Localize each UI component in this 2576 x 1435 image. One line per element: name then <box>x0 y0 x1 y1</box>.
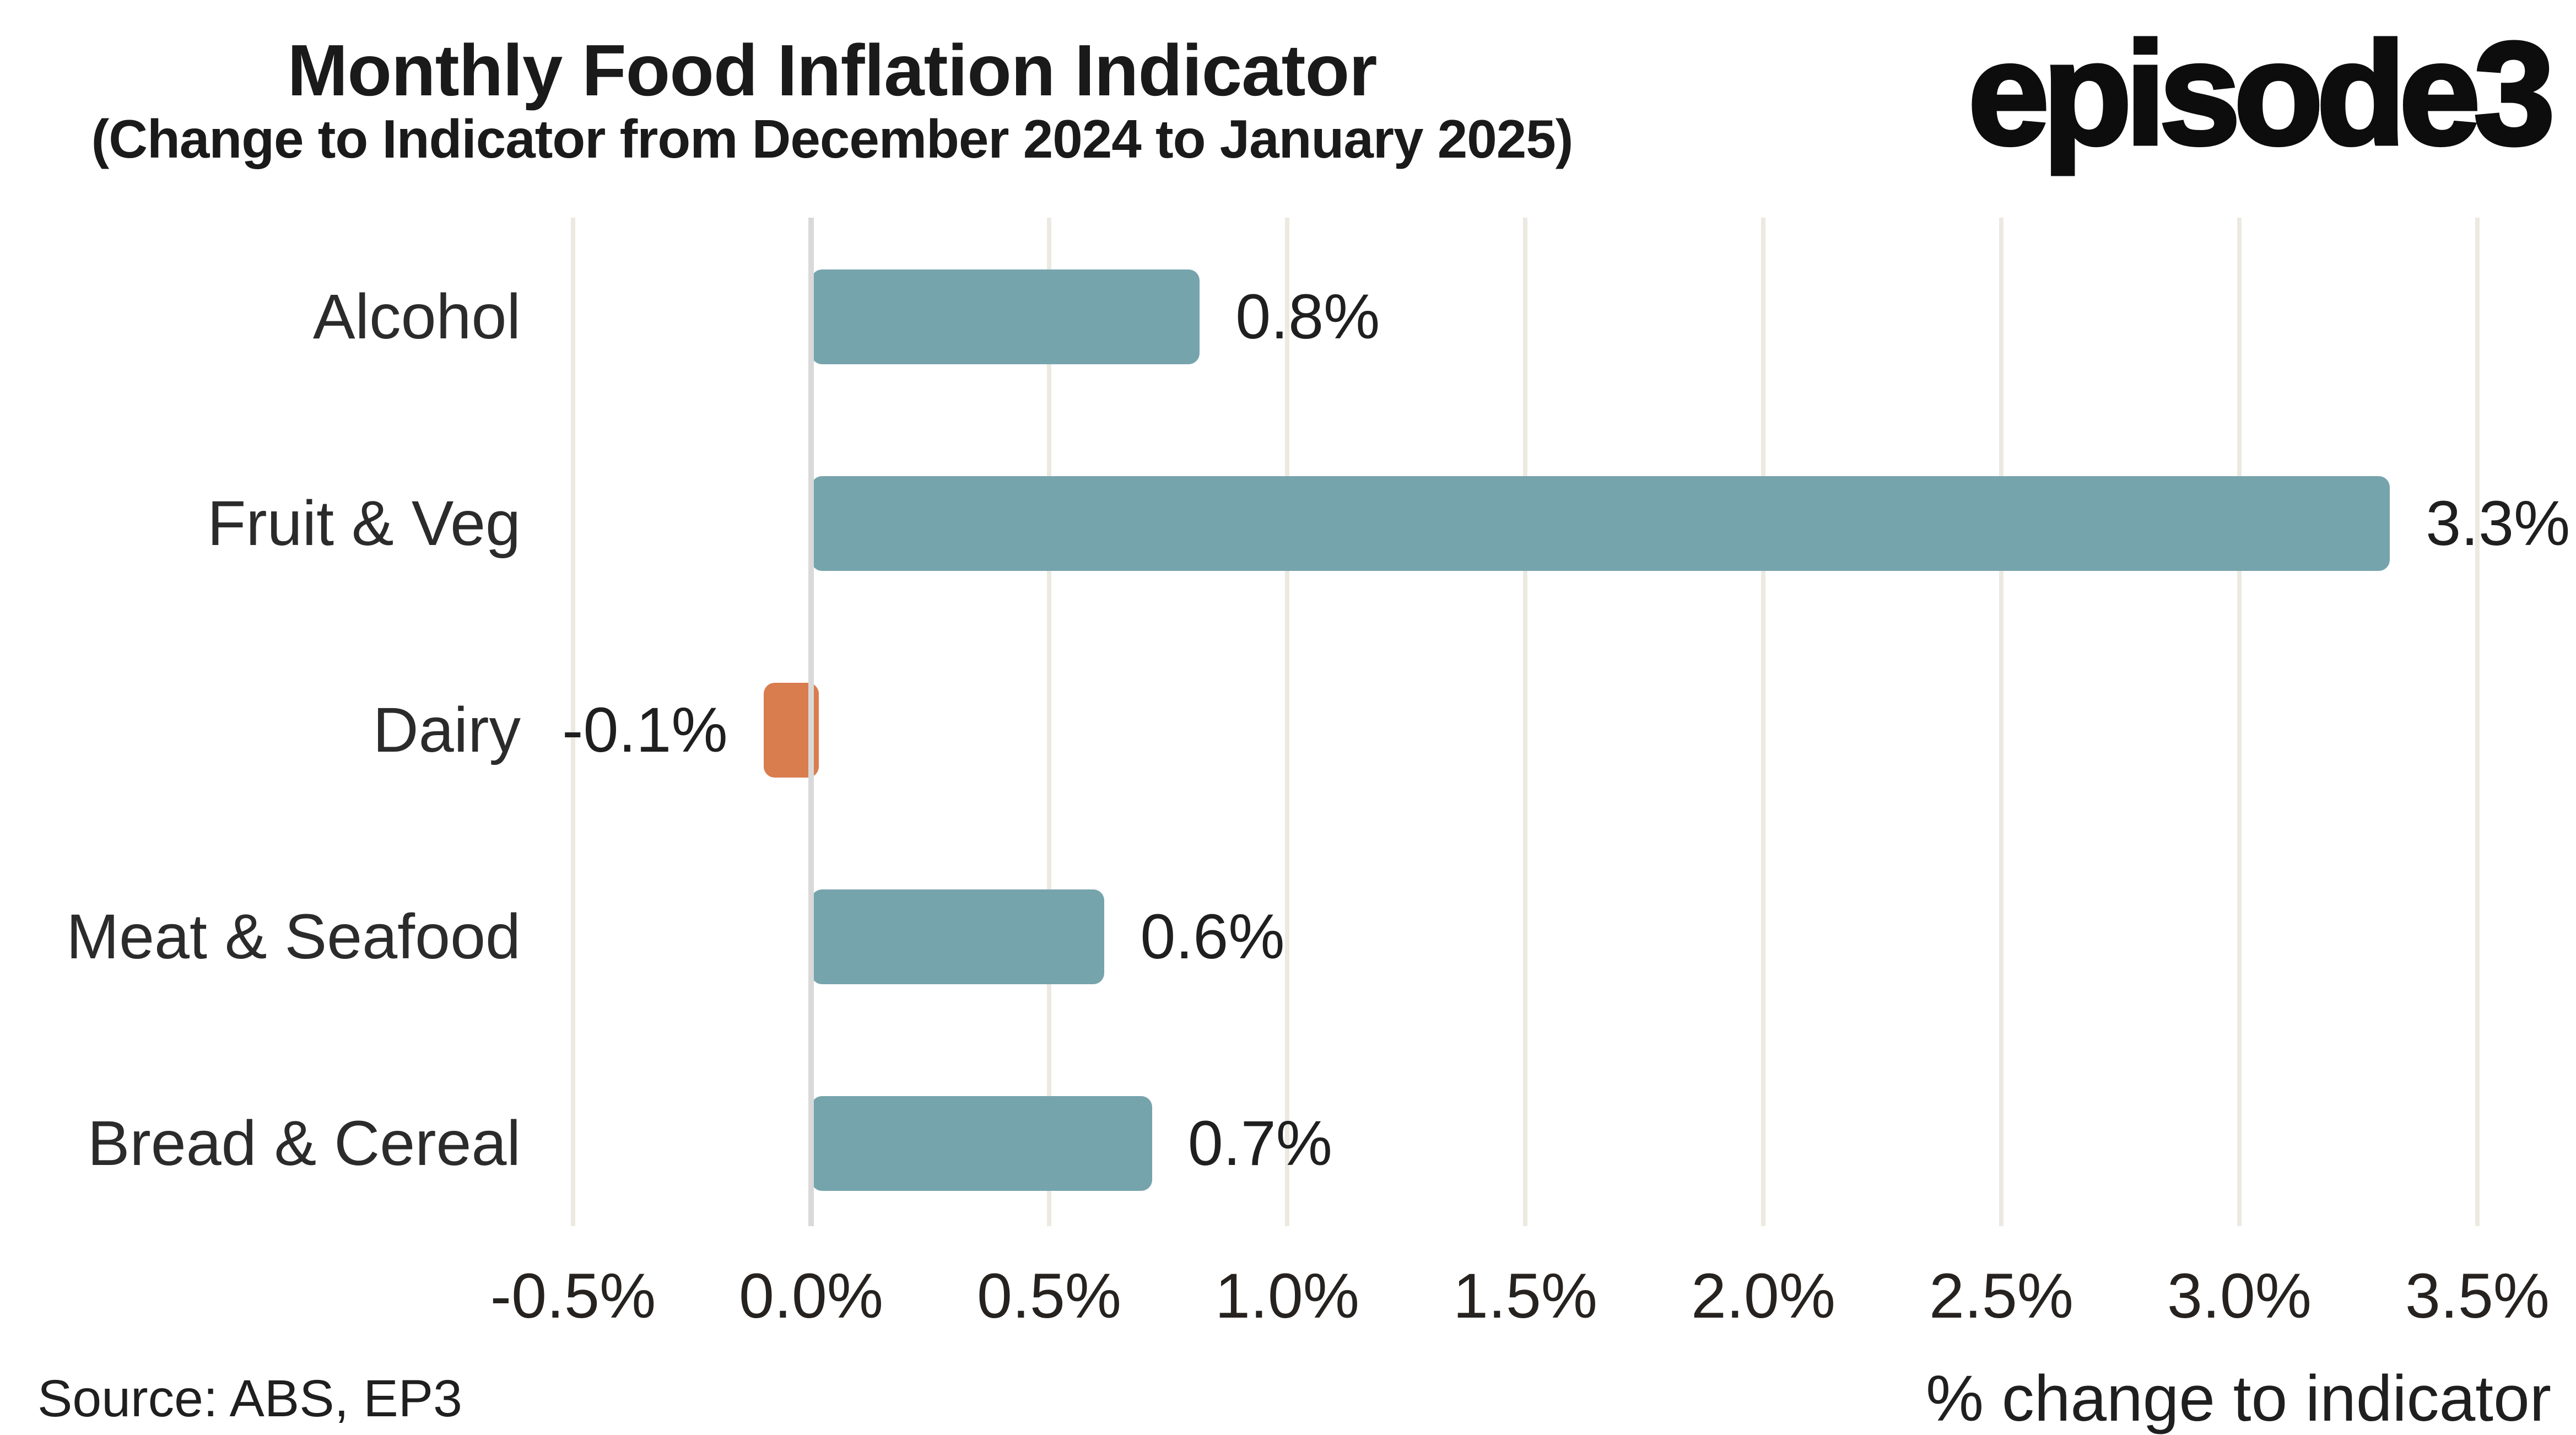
gridline-0.5% <box>1047 218 1051 1226</box>
value-label-dairy: -0.1% <box>562 695 728 765</box>
category-label-dairy: Dairy <box>372 695 521 765</box>
x-tick-2.0%: 2.0% <box>1691 1261 1836 1331</box>
source-note: Source: ABS, EP3 <box>37 1369 462 1428</box>
bar-alcohol <box>811 269 1200 364</box>
x-tick--0.5%: -0.5% <box>490 1261 656 1331</box>
gridline-2.0% <box>1761 218 1765 1226</box>
category-label-bread-cereal: Bread & Cereal <box>87 1108 521 1179</box>
x-tick-1.0%: 1.0% <box>1214 1261 1360 1331</box>
value-label-fruit-veg: 3.3% <box>2426 488 2570 559</box>
bar-meat-seafood <box>811 889 1105 984</box>
x-tick-3.0%: 3.0% <box>2167 1261 2312 1331</box>
gridline--0.5% <box>571 218 575 1226</box>
brand-logo: episode3 <box>1966 12 2557 175</box>
value-label-alcohol: 0.8% <box>1235 282 1380 352</box>
gridline-3.0% <box>2237 218 2242 1226</box>
x-tick-3.5%: 3.5% <box>2405 1261 2550 1331</box>
gridline-1.0% <box>1285 218 1289 1226</box>
category-label-meat-seafood: Meat & Seafood <box>66 902 521 972</box>
value-label-bread-cereal: 0.7% <box>1187 1108 1332 1179</box>
x-tick-0.0%: 0.0% <box>738 1261 884 1331</box>
category-label-alcohol: Alcohol <box>312 282 521 352</box>
zero-axis-line <box>808 218 814 1226</box>
gridline-2.5% <box>1999 218 2003 1226</box>
x-tick-1.5%: 1.5% <box>1452 1261 1598 1331</box>
bar-fruit-veg <box>811 476 2390 571</box>
gridline-1.5% <box>1523 218 1527 1226</box>
chart-subtitle: (Change to Indicator from December 2024 … <box>91 109 1574 169</box>
bar-bread-cereal <box>811 1096 1152 1191</box>
category-label-fruit-veg: Fruit & Veg <box>207 488 521 559</box>
chart-title: Monthly Food Inflation Indicator <box>287 30 1377 111</box>
gridline-3.5% <box>2475 218 2480 1226</box>
value-label-meat-seafood: 0.6% <box>1140 902 1285 972</box>
x-axis-title: % change to indicator <box>1926 1362 2551 1435</box>
x-tick-2.5%: 2.5% <box>1929 1261 2074 1331</box>
x-tick-0.5%: 0.5% <box>976 1261 1122 1331</box>
